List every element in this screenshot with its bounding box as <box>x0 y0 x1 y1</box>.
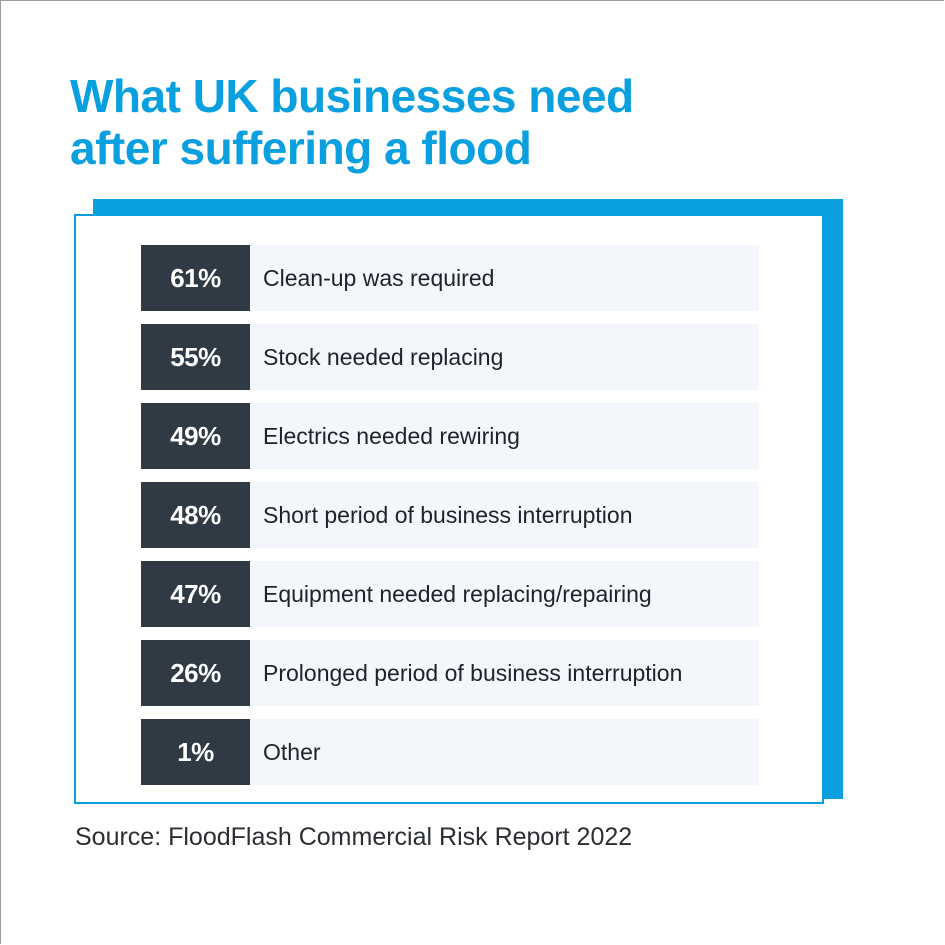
result-label: Clean-up was required <box>250 245 759 311</box>
results-list: 61% Clean-up was required 55% Stock need… <box>141 245 759 798</box>
result-label: Short period of business interruption <box>250 482 759 548</box>
percentage-value: 49% <box>141 403 250 469</box>
result-row: 61% Clean-up was required <box>141 245 759 311</box>
percentage-value: 61% <box>141 245 250 311</box>
result-row: 47% Equipment needed replacing/repairing <box>141 561 759 627</box>
percentage-value: 26% <box>141 640 250 706</box>
percentage-value: 48% <box>141 482 250 548</box>
result-label: Stock needed replacing <box>250 324 759 390</box>
percentage-value: 1% <box>141 719 250 785</box>
result-row: 55% Stock needed replacing <box>141 324 759 390</box>
result-row: 48% Short period of business interruptio… <box>141 482 759 548</box>
percentage-value: 55% <box>141 324 250 390</box>
result-row: 1% Other <box>141 719 759 785</box>
title-line-1: What UK businesses need <box>70 70 634 122</box>
percentage-value: 47% <box>141 561 250 627</box>
result-label: Other <box>250 719 759 785</box>
result-row: 26% Prolonged period of business interru… <box>141 640 759 706</box>
title-line-2: after suffering a flood <box>70 122 532 174</box>
result-label: Equipment needed replacing/repairing <box>250 561 759 627</box>
source-note: Source: FloodFlash Commercial Risk Repor… <box>75 823 633 851</box>
result-label: Electrics needed rewiring <box>250 403 759 469</box>
chart-title: What UK businesses need after suffering … <box>70 70 850 174</box>
result-label: Prolonged period of business interruptio… <box>250 640 759 706</box>
result-row: 49% Electrics needed rewiring <box>141 403 759 469</box>
